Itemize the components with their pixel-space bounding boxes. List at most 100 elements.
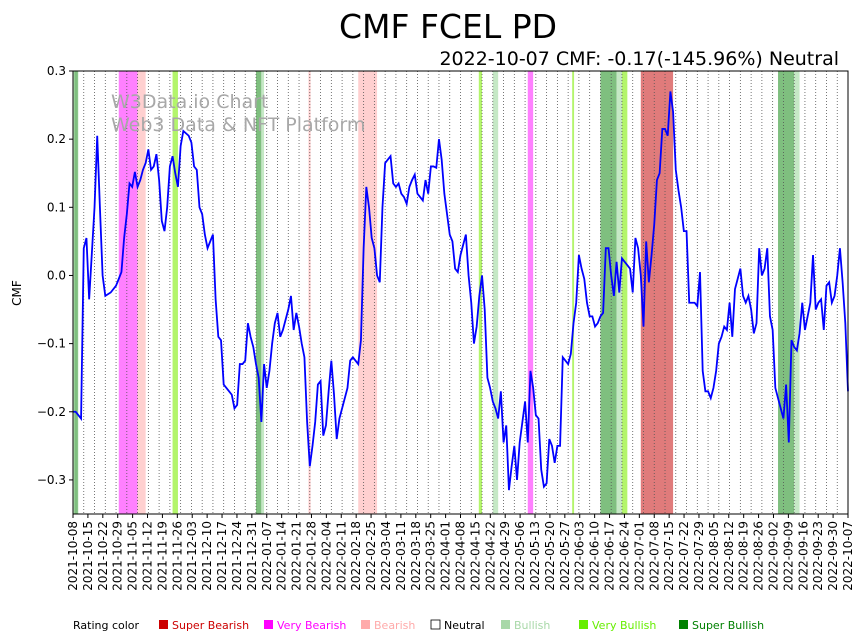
- x-tick-label: 2022-09-16: [796, 521, 810, 591]
- legend-swatch-bullish: [501, 620, 510, 629]
- x-tick-label: 2022-04-22: [483, 521, 497, 591]
- rating-band-super-bullish: [74, 71, 78, 514]
- x-tick-label: 2022-09-30: [826, 521, 840, 591]
- x-tick-label: 2021-10-15: [81, 521, 95, 591]
- y-tick-label: 0.1: [47, 200, 66, 214]
- x-tick-label: 2021-12-24: [230, 521, 244, 591]
- x-tick-label: 2022-06-10: [588, 521, 602, 591]
- legend-swatch-super-bullish: [679, 620, 688, 629]
- rating-band-bullish: [616, 71, 625, 514]
- rating-band-bullish: [492, 71, 499, 514]
- rating-band-bearish: [308, 71, 311, 514]
- rating-band-very-bearish: [527, 71, 534, 514]
- y-axis-label: CMF: [10, 280, 24, 306]
- x-tick-label: 2021-12-31: [245, 521, 259, 591]
- x-tick-label: 2022-01-14: [275, 521, 289, 591]
- legend-swatch-very-bearish: [264, 620, 273, 629]
- x-tick-label: 2021-12-03: [185, 521, 199, 591]
- x-tick-label: 2022-02-04: [319, 521, 333, 591]
- y-axis: −0.3 −0.2 −0.1 0.0 0.1 0.2 0.3: [37, 64, 73, 487]
- y-tick-label: 0.3: [47, 64, 66, 78]
- x-tick-label: 2022-09-02: [766, 521, 780, 591]
- y-tick-label: 0.0: [47, 268, 66, 282]
- x-tick-label: 2022-08-19: [737, 521, 751, 591]
- watermark-line-2: Web3 Data & NFT Platform: [111, 114, 365, 136]
- legend-label: Neutral: [444, 619, 485, 632]
- x-tick-label: 2022-01-21: [290, 521, 304, 591]
- x-tick-label: 2022-01-07: [260, 521, 274, 591]
- legend-swatch-very-bullish: [579, 620, 588, 629]
- x-tick-label: 2022-03-25: [424, 521, 438, 591]
- legend-label: Very Bearish: [277, 619, 346, 632]
- rating-band-bearish: [358, 71, 378, 514]
- x-tick-label: 2022-03-04: [379, 521, 393, 591]
- x-tick-label: 2021-11-26: [170, 521, 184, 591]
- x-tick-label: 2021-10-08: [66, 521, 80, 591]
- y-tick-label: −0.1: [37, 337, 66, 351]
- chart-subtitle: 2022-10-07 CMF: -0.17(-145.96%) Neutral: [439, 48, 839, 70]
- watermark-line-1: W3Data.io Chart: [111, 91, 268, 113]
- legend-swatch-neutral: [430, 619, 441, 630]
- x-tick-label: 2022-09-23: [811, 521, 825, 591]
- rating-band-very-bearish: [118, 71, 130, 514]
- rating-band-bearish: [137, 71, 146, 514]
- x-tick-label: 2021-10-22: [96, 521, 110, 591]
- rating-band-super-bullish: [778, 71, 795, 514]
- x-tick-label: 2022-07-22: [677, 521, 691, 591]
- rating-band-very-bullish: [621, 71, 628, 514]
- x-tick-label: 2022-07-15: [662, 521, 676, 591]
- x-tick-label: 2022-03-18: [409, 521, 423, 591]
- x-tick-label: 2022-10-07: [841, 521, 855, 591]
- x-tick-label: 2022-09-09: [781, 521, 795, 591]
- x-tick-label: 2022-04-15: [468, 521, 482, 591]
- x-tick-label: 2022-05-13: [528, 521, 542, 591]
- x-tick-label: 2022-07-01: [632, 521, 646, 591]
- legend-label: Bullish: [514, 619, 550, 632]
- x-tick-label: 2022-07-29: [692, 521, 706, 591]
- x-tick-label: 2021-11-12: [141, 521, 155, 591]
- x-tick-label: 2021-11-19: [155, 521, 169, 591]
- rating-band-very-bullish: [572, 71, 575, 514]
- x-tick-label: 2022-04-29: [498, 521, 512, 591]
- x-tick-label: 2022-06-17: [603, 521, 617, 591]
- x-tick-label: 2022-04-08: [454, 521, 468, 591]
- legend-swatch-bearish: [361, 620, 370, 629]
- legend-swatch-super-bearish: [159, 620, 168, 629]
- legend-label: Super Bearish: [172, 619, 249, 632]
- x-tick-label: 2022-08-12: [722, 521, 736, 591]
- x-tick-label: 2021-12-17: [215, 521, 229, 591]
- x-tick-label: 2022-08-05: [707, 521, 721, 591]
- x-tick-label: 2021-12-10: [200, 521, 214, 591]
- x-tick-label: 2022-02-18: [349, 521, 363, 591]
- x-tick-label: 2022-06-03: [573, 521, 587, 591]
- rating-legend: Rating color Super Bearish Very Bearish Be…: [73, 619, 764, 632]
- rating-band-super-bearish: [640, 71, 674, 514]
- y-tick-label: −0.3: [37, 473, 66, 487]
- rating-band-very-bullish: [172, 71, 178, 514]
- legend-label: Bearish: [374, 619, 415, 632]
- rating-band-very-bearish: [129, 71, 138, 514]
- x-tick-label: 2021-11-05: [126, 521, 140, 591]
- x-tick-label: 2022-08-26: [752, 521, 766, 591]
- y-tick-label: 0.2: [47, 132, 66, 146]
- x-tick-label: 2022-03-11: [394, 521, 408, 591]
- x-tick-label: 2022-05-20: [543, 521, 557, 591]
- cmf-series-line: [73, 91, 849, 491]
- x-tick-label: 2022-04-01: [439, 521, 453, 591]
- x-tick-label: 2022-02-25: [364, 521, 378, 591]
- rating-band-bullish: [794, 71, 800, 514]
- legend-label: Super Bullish: [692, 619, 764, 632]
- x-tick-label: 2022-06-24: [617, 521, 631, 591]
- x-axis: 2021-10-08 2021-10-15 2021-10-22 2021-10-29…: [66, 514, 855, 591]
- chart-title: CMF FCEL PD: [339, 7, 557, 46]
- x-tick-label: 2022-02-11: [334, 521, 348, 591]
- legend-title: Rating color: [73, 619, 140, 632]
- x-tick-label: 2022-01-28: [304, 521, 318, 591]
- y-tick-label: −0.2: [37, 405, 66, 419]
- x-tick-label: 2022-05-06: [513, 521, 527, 591]
- legend-label: Very Bullish: [592, 619, 656, 632]
- rating-band-super-bullish: [255, 71, 262, 514]
- x-tick-label: 2022-07-08: [647, 521, 661, 591]
- vertical-grid: [83, 71, 838, 514]
